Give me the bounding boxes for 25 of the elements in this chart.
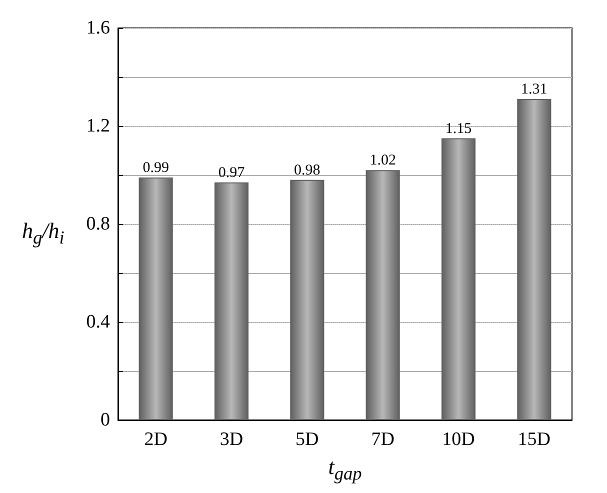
- bar: [441, 138, 476, 420]
- y-tick-label: 1.2: [86, 116, 110, 136]
- x-tick-label: 7D: [371, 429, 394, 450]
- data-label: 1.31: [521, 82, 548, 98]
- bar: [138, 177, 173, 420]
- y-axis-title: h$_{g}$/h$_{i}$: [22, 218, 64, 248]
- x-tick-label: 2D: [144, 429, 168, 450]
- x-tick-label: 3D: [220, 429, 244, 450]
- y-tick-label: 0.4: [86, 312, 110, 332]
- x-axis-title: t$_{gap}$: [327, 454, 363, 484]
- x-tick-label: 10D: [442, 429, 475, 450]
- data-label: 0.99: [142, 160, 169, 176]
- x-tick-label: 15D: [518, 429, 551, 450]
- y-tick-label: 0.8: [86, 214, 110, 234]
- bar: [290, 180, 324, 420]
- data-label: 1.02: [370, 152, 396, 169]
- data-label: 1.15: [445, 120, 472, 137]
- data-label: 0.98: [294, 162, 320, 178]
- x-tick-label: 5D: [296, 429, 319, 450]
- data-label: 0.97: [218, 164, 246, 181]
- y-tick-label: 1.6: [86, 18, 110, 38]
- bar: [366, 170, 400, 420]
- y-tick-label: 0: [100, 410, 110, 430]
- bar: [214, 182, 249, 420]
- bar: [517, 99, 552, 420]
